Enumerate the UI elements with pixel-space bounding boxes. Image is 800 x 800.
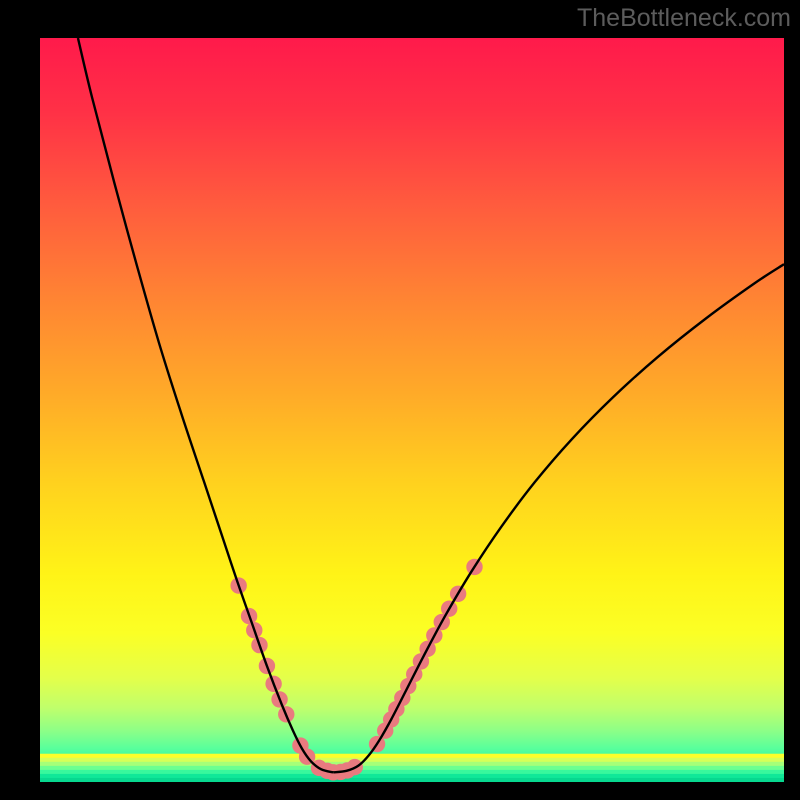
plot-area — [40, 38, 784, 782]
chart-stage: TheBottleneck.com — [0, 0, 800, 800]
bottom-green-band — [40, 754, 784, 782]
plot-svg — [40, 38, 784, 782]
watermark-text: TheBottleneck.com — [577, 4, 791, 33]
